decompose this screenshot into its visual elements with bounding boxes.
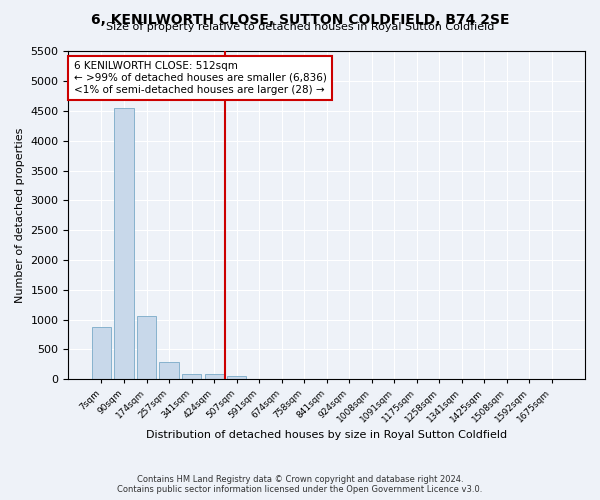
Text: 6, KENILWORTH CLOSE, SUTTON COLDFIELD, B74 2SE: 6, KENILWORTH CLOSE, SUTTON COLDFIELD, B… bbox=[91, 12, 509, 26]
Bar bbox=[115, 108, 134, 380]
Y-axis label: Number of detached properties: Number of detached properties bbox=[15, 128, 25, 303]
X-axis label: Distribution of detached houses by size in Royal Sutton Coldfield: Distribution of detached houses by size … bbox=[146, 430, 507, 440]
Text: Contains HM Land Registry data © Crown copyright and database right 2024.
Contai: Contains HM Land Registry data © Crown c… bbox=[118, 474, 482, 494]
Bar bbox=[182, 374, 201, 380]
Text: Size of property relative to detached houses in Royal Sutton Coldfield: Size of property relative to detached ho… bbox=[106, 22, 494, 32]
Bar bbox=[160, 362, 179, 380]
Bar bbox=[92, 328, 111, 380]
Text: 6 KENILWORTH CLOSE: 512sqm
← >99% of detached houses are smaller (6,836)
<1% of : 6 KENILWORTH CLOSE: 512sqm ← >99% of det… bbox=[74, 62, 326, 94]
Bar bbox=[227, 376, 246, 380]
Bar bbox=[137, 316, 156, 380]
Bar bbox=[205, 374, 224, 380]
